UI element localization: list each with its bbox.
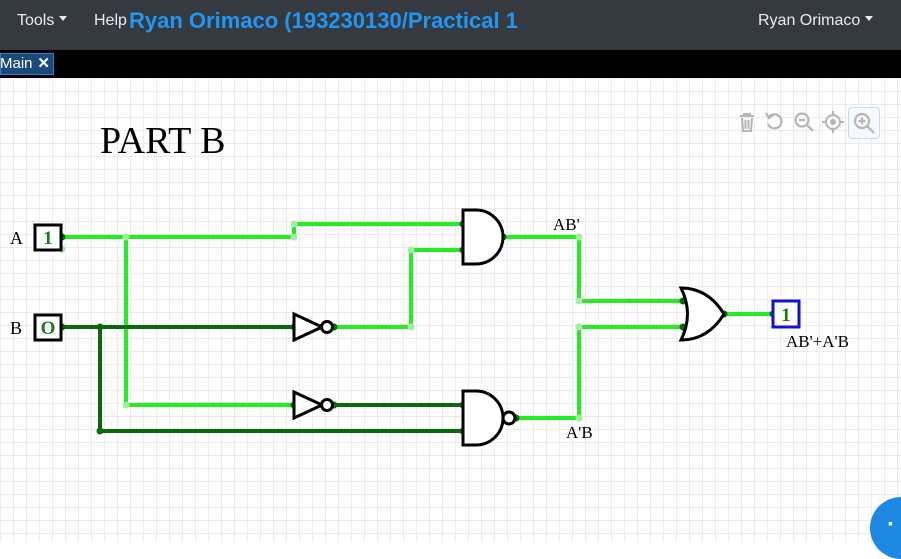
nand-gate[interactable] — [461, 389, 517, 447]
active-wires — [60, 222, 775, 420]
and-output-label: AB' — [553, 215, 580, 234]
input-a-label: A — [10, 228, 23, 248]
not-gate-2[interactable] — [292, 389, 334, 421]
circuit-heading: PART B — [100, 120, 226, 162]
undo-icon[interactable] — [762, 109, 788, 135]
output-probe[interactable] — [771, 299, 801, 329]
input-a-value: 1 — [43, 228, 53, 249]
tab-main[interactable]: Main ✕ — [0, 53, 54, 75]
tools-menu[interactable]: Tools — [17, 12, 68, 30]
help-menu[interactable]: Help — [94, 12, 127, 30]
input-a-toggle[interactable] — [33, 223, 63, 252]
tab-bar: Main ✕ — [0, 50, 901, 78]
tools-menu-label: Tools — [17, 12, 55, 29]
tab-main-label: Main — [0, 55, 33, 72]
nand-output-label: A'B — [566, 423, 593, 442]
output-label: AB'+A'B — [786, 332, 849, 351]
output-value: 1 — [781, 305, 791, 326]
trash-icon[interactable] — [734, 109, 760, 135]
chevron-down-icon — [59, 16, 68, 22]
help-menu-label: Help — [94, 12, 127, 29]
or-gate[interactable] — [678, 286, 726, 342]
input-b-label: B — [10, 318, 22, 338]
recenter-icon[interactable] — [820, 109, 846, 135]
wire-nodes — [58, 220, 583, 422]
close-icon[interactable]: ✕ — [37, 55, 50, 72]
inactive-wires — [60, 325, 465, 433]
fab-icon: ▪ — [888, 515, 893, 531]
navbar: Tools Help Ryan Orimaco (193230130/Pract… — [0, 0, 901, 50]
project-title[interactable]: Ryan Orimaco (193230130/Practical 1 — [129, 8, 518, 33]
and-gate[interactable] — [461, 208, 505, 266]
zoom-out-icon[interactable] — [791, 109, 817, 135]
input-b-toggle[interactable] — [33, 313, 63, 342]
not-gate-1[interactable] — [292, 311, 334, 343]
zoom-in-icon[interactable] — [848, 107, 880, 139]
chevron-down-icon — [865, 16, 874, 22]
circuit-diagram: PART B A 1 B O — [10, 120, 849, 447]
input-b-value: O — [41, 318, 56, 339]
user-menu-label: Ryan Orimaco — [758, 12, 861, 29]
user-menu[interactable]: Ryan Orimaco — [758, 12, 874, 30]
circuit-canvas[interactable] — [0, 78, 901, 542]
